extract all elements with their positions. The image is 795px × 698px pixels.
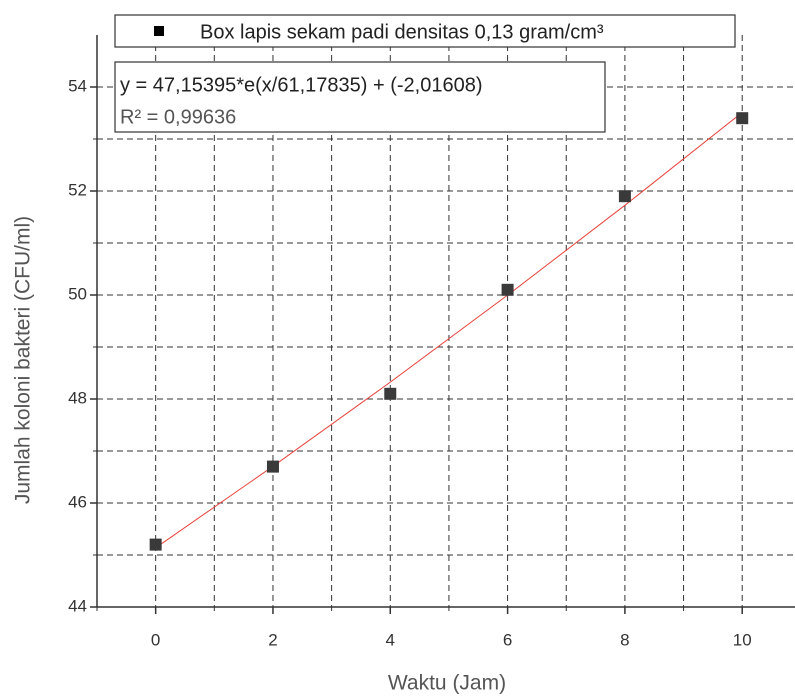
x-tick-label: 6 xyxy=(503,630,512,649)
y-tick-label: 46 xyxy=(68,492,87,511)
data-point xyxy=(384,387,397,400)
y-tick-label: 48 xyxy=(68,388,87,407)
x-axis-label: Waktu (Jam) xyxy=(388,672,506,695)
data-point xyxy=(266,460,279,473)
y-tick-label: 52 xyxy=(68,180,87,199)
equation-box xyxy=(114,61,606,133)
data-point xyxy=(618,190,631,203)
y-tick-label: 44 xyxy=(68,596,87,615)
legend-label: Box lapis sekam padi densitas 0,13 gram/… xyxy=(200,21,604,43)
data-point xyxy=(501,283,514,296)
fit-r2: R² = 0,99636 xyxy=(120,106,236,128)
x-tick-label: 0 xyxy=(151,630,160,649)
x-tick-label: 2 xyxy=(268,630,277,649)
y-axis-label: Jumlah koloni bakteri (CFU/ml) xyxy=(12,216,35,504)
fit-equation: y = 47,15395*e(x/61,17835) + (-2,01608) xyxy=(120,74,482,96)
x-tick-label: 8 xyxy=(620,630,629,649)
y-tick-label: 50 xyxy=(68,284,87,303)
fit-line xyxy=(155,112,743,549)
x-tick-label: 10 xyxy=(733,630,752,649)
x-tick-label: 4 xyxy=(386,630,395,649)
y-tick-label: 54 xyxy=(68,76,87,95)
data-point xyxy=(149,538,162,551)
legend-marker xyxy=(154,26,164,36)
legend-box xyxy=(114,14,736,48)
data-point xyxy=(736,112,749,125)
